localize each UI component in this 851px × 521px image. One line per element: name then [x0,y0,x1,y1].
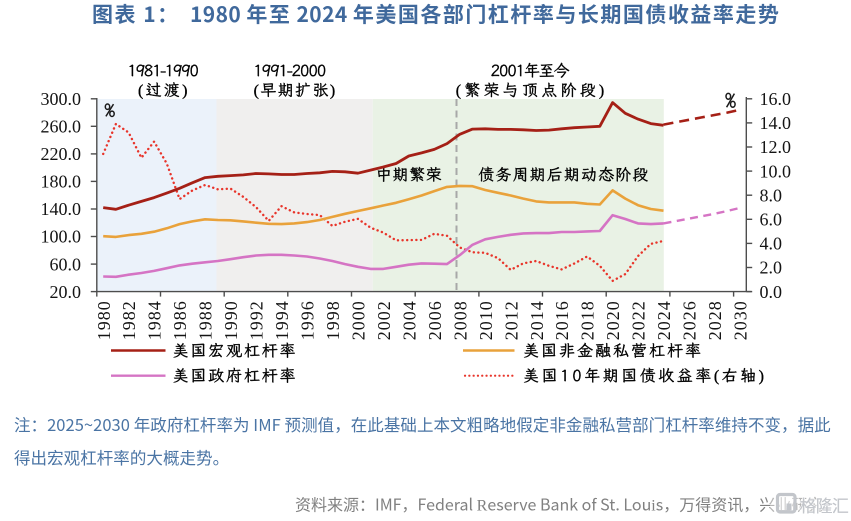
svg-text:格隆汇: 格隆汇 [800,492,849,517]
svg-text:2000: 2000 [349,300,369,340]
svg-text:2018: 2018 [578,300,598,340]
svg-text:2024: 2024 [654,300,674,340]
svg-text:2012: 2012 [501,300,521,340]
svg-text:1980: 1980 [94,300,114,340]
svg-text:2004: 2004 [399,300,419,340]
svg-text:美国政府杠杆率: 美国政府杠杆率 [173,364,296,386]
svg-text:0.0: 0.0 [760,282,783,302]
svg-text:1990: 1990 [221,300,241,340]
svg-text:1984: 1984 [145,300,165,340]
svg-text:注：2025~2030 年政府杠杆率为 IMF 预测值，在此: 注：2025~2030 年政府杠杆率为 IMF 预测值，在此基础上本文粗略地假定… [14,412,831,436]
svg-text:14.0: 14.0 [760,113,792,133]
svg-text:220.0: 220.0 [41,144,82,164]
svg-text:美国宏观杠杆率: 美国宏观杠杆率 [173,339,296,361]
svg-text:2.0: 2.0 [760,258,783,278]
svg-text:6.0: 6.0 [760,210,783,230]
svg-text:格隆汇: 格隆汇 [800,492,849,517]
svg-text:2020: 2020 [603,300,623,340]
svg-text:2016: 2016 [552,300,572,340]
svg-text:(繁荣与顶点阶段): (繁荣与顶点阶段) [456,79,605,101]
svg-text:中期繁荣: 中期繁荣 [376,163,442,185]
svg-text:10.0: 10.0 [760,161,792,181]
svg-text:1981-1990: 1981-1990 [127,59,199,81]
svg-text:140.0: 140.0 [41,199,82,219]
svg-text:1998: 1998 [323,300,343,340]
svg-text:2010: 2010 [476,300,496,340]
svg-text:2014: 2014 [527,300,547,340]
svg-text:债务周期后期动态阶段: 债务周期后期动态阶段 [478,163,648,185]
svg-text:4.0: 4.0 [760,234,783,254]
svg-text:2030: 2030 [731,300,751,340]
svg-text:1982: 1982 [119,300,139,340]
svg-text:美国非金融私营杠杆率: 美国非金融私营杠杆率 [523,339,701,361]
svg-text:60.0: 60.0 [50,254,82,274]
svg-text:12.0: 12.0 [760,137,792,157]
svg-text:300.0: 300.0 [41,89,82,109]
svg-text:(早期扩张): (早期扩张) [254,79,336,101]
svg-text:2026: 2026 [680,300,700,340]
svg-text:180.0: 180.0 [41,172,82,192]
svg-text:2008: 2008 [450,300,470,340]
svg-text:1994: 1994 [272,300,292,340]
svg-text:2002: 2002 [374,300,394,340]
svg-text:资料来源：IMF，Federal Reserve Bank: 资料来源：IMF，Federal Reserve Bank of St. Lou… [295,492,823,516]
svg-text:得出宏观杠杆率的大概走势。: 得出宏观杠杆率的大概走势。 [14,445,229,469]
svg-text:1988: 1988 [196,300,216,340]
svg-text:1991-2000: 1991-2000 [253,59,326,81]
svg-text:16.0: 16.0 [760,89,792,109]
svg-text:2028: 2028 [705,300,725,340]
svg-text:图表 1： 1980 年至 2024 年美国各部门杠杆率与: 图表 1： 1980 年至 2024 年美国各部门杠杆率与长期国债收益率走势 [92,0,780,29]
svg-text:8.0: 8.0 [760,185,783,205]
svg-text:1996: 1996 [298,300,318,340]
svg-text:260.0: 260.0 [41,117,82,137]
svg-text:2022: 2022 [629,300,649,340]
svg-text:1992: 1992 [247,300,267,340]
svg-text:美国10年期国债收益率(右轴): 美国10年期国债收益率(右轴) [523,364,764,386]
svg-text:2006: 2006 [425,300,445,340]
svg-text:1986: 1986 [170,300,190,340]
svg-text:20.0: 20.0 [50,282,82,302]
svg-text:100.0: 100.0 [41,227,82,247]
svg-text:2001年至今: 2001年至今 [491,59,570,81]
